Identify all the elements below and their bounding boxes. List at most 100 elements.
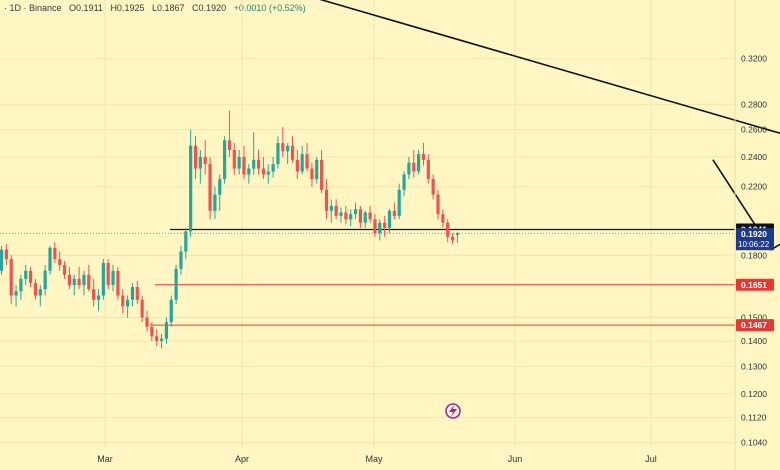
high-value: H0.1925: [110, 3, 145, 13]
price-axis[interactable]: 0.3200 0.2800 0.2600 0.2400 0.2200 0.1800 0.15…: [734, 0, 767, 470]
candle-body: [174, 268, 178, 300]
candle-body: [140, 299, 144, 318]
candle-body: [111, 270, 115, 285]
low-value: L0.1867: [151, 3, 185, 13]
candle-body: [67, 274, 71, 285]
grid-lines: [0, 0, 735, 448]
candle-body: [159, 338, 164, 342]
candle-body: [392, 210, 396, 216]
candle-body: [135, 287, 139, 300]
candle-body: [305, 154, 309, 169]
candle-body: [320, 159, 324, 190]
candle-body: [232, 149, 236, 169]
candle-body: [58, 259, 62, 265]
candle-body: [276, 143, 280, 165]
candle-body: [33, 282, 38, 296]
candle-body: [315, 159, 319, 180]
price-tick-label: 0.1120: [741, 412, 767, 422]
candle-body: [169, 299, 173, 323]
time-tick-label: Jul: [645, 454, 657, 464]
candle-body: [0, 249, 4, 271]
current-price-tag: 0.1920: [741, 229, 767, 239]
time-axis[interactable]: Mar Apr May Jun Jul: [97, 454, 657, 464]
candle-body: [48, 247, 52, 271]
price-tick-label: 0.1800: [741, 250, 767, 260]
level-1-tag-bg: [736, 278, 774, 291]
candle-body: [218, 179, 222, 195]
candle-body: [441, 214, 445, 223]
candle-body: [223, 140, 227, 180]
candle-body: [339, 212, 343, 216]
candle-body: [227, 140, 232, 150]
change-value: +0.0010 (+0.52%): [233, 3, 306, 13]
candle-body: [4, 249, 8, 260]
candle-body: [242, 156, 246, 175]
candle-body: [407, 162, 411, 175]
open-value: O0.1911: [69, 3, 103, 13]
candle-body: [383, 222, 387, 228]
candle-body: [431, 179, 435, 195]
candle-body: [455, 233, 459, 235]
symbol-text: · 1D · Binance: [4, 3, 62, 13]
candle-body: [38, 289, 42, 296]
time-tick-label: May: [365, 454, 383, 464]
candle-body: [247, 168, 251, 175]
candle-body: [378, 222, 382, 234]
candle-body: [256, 159, 261, 169]
price-tick-label: 0.1300: [741, 361, 767, 371]
candle-body: [295, 159, 299, 172]
candle-body: [9, 259, 13, 296]
candle-body: [402, 174, 406, 190]
candle-body: [261, 168, 265, 175]
candle-body: [14, 291, 18, 296]
time-tick-label: Apr: [235, 454, 249, 464]
candle-body: [329, 205, 333, 211]
close-value: C0.1920: [192, 3, 227, 13]
candle-body: [19, 278, 23, 292]
level-1-tag: 0.1651: [741, 280, 767, 290]
candle-body: [426, 159, 430, 180]
time-tick-label: Jun: [508, 454, 523, 464]
candle-body: [62, 264, 67, 275]
candle-body: [421, 154, 426, 160]
candle-body: [358, 209, 362, 223]
candle-body: [286, 145, 290, 152]
lightning-glyph: [449, 405, 457, 417]
candle-body: [96, 295, 101, 300]
candle-body: [198, 156, 202, 169]
lightning-badge-icon: [445, 403, 461, 419]
candle-body: [213, 194, 217, 211]
candle-body: [363, 212, 367, 223]
candle-body: [324, 189, 329, 211]
candle-body: [184, 231, 188, 252]
candle-body: [164, 322, 168, 339]
drawing-overlay: [319, 0, 780, 251]
candle-body: [412, 162, 416, 172]
candle-body: [271, 164, 275, 172]
price-tick-label: 0.2800: [741, 99, 767, 109]
price-tick-label: 0.1400: [741, 336, 767, 346]
projection-path: [712, 159, 780, 251]
candle-body: [77, 278, 81, 285]
candle-body: [150, 326, 154, 337]
candle-body: [344, 212, 348, 220]
candle-body: [101, 262, 105, 296]
candle-body: [121, 295, 125, 307]
candles: [0, 110, 459, 349]
badge-ring: [445, 403, 461, 419]
candle-body: [87, 274, 91, 290]
candle-body: [353, 209, 358, 215]
candle-body: [72, 278, 76, 285]
trend-line: [319, 0, 780, 135]
candle-body: [368, 212, 372, 220]
current-price-tag-bg: [736, 228, 774, 251]
candle-body: [189, 145, 193, 232]
price-tick-label: 0.2600: [741, 125, 767, 135]
time-tick-label: Mar: [97, 454, 113, 464]
candle-body: [252, 159, 256, 169]
candle-body: [290, 145, 295, 160]
candle-body: [373, 219, 377, 234]
